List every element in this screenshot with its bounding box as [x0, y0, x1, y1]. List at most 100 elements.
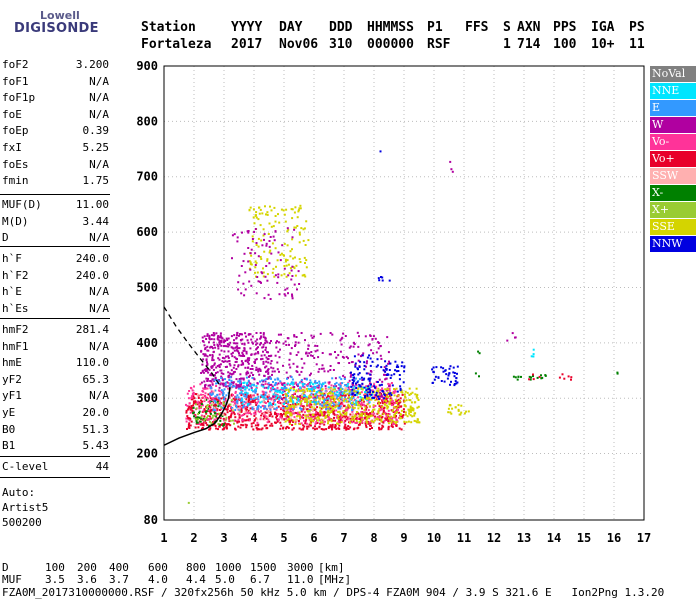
echo-point [324, 411, 327, 414]
echo-point [263, 374, 266, 377]
echo-point [303, 389, 306, 392]
echo-point [231, 355, 234, 358]
echo-point [355, 417, 358, 420]
echo-point [241, 342, 244, 345]
echo-point [373, 408, 376, 411]
echo-point [197, 418, 200, 421]
param-row: foEs N/A [2, 158, 109, 173]
echo-point [291, 208, 294, 211]
echo-point [315, 401, 318, 403]
echo-point [294, 411, 297, 414]
echo-point [347, 425, 350, 428]
echo-point [363, 411, 366, 414]
echo-point [401, 393, 404, 396]
echo-point [353, 355, 356, 358]
echo-point [291, 217, 294, 220]
echo-point [244, 366, 247, 369]
echo-point [356, 391, 359, 394]
echo-point [259, 208, 262, 211]
echo-point [283, 396, 285, 399]
echo-point [263, 238, 265, 241]
echo-point [409, 406, 412, 409]
echo-point [309, 424, 312, 427]
echo-point [365, 372, 368, 375]
echo-point [367, 416, 370, 418]
echo-point [265, 213, 267, 216]
echo-point [279, 396, 282, 399]
echo-point [370, 349, 373, 352]
param-key: hmF1 [2, 339, 29, 353]
echo-point [305, 220, 308, 223]
echo-point [236, 240, 239, 243]
echo-point [402, 408, 405, 411]
echo-point [237, 405, 240, 408]
echo-point [269, 424, 272, 427]
echo-point [306, 410, 309, 412]
echo-point [355, 384, 358, 387]
echo-point [254, 266, 257, 269]
echo-point [538, 375, 541, 378]
header-value: 10+ [591, 37, 615, 52]
echo-point [211, 357, 214, 359]
echo-point [341, 406, 344, 409]
echo-point [340, 337, 343, 340]
echo-point [250, 254, 253, 257]
echo-point [363, 409, 366, 411]
echo-point [254, 340, 257, 343]
echo-point [380, 357, 383, 360]
echo-point [218, 380, 221, 383]
auto-code: 500200 [2, 516, 42, 529]
echo-point [452, 366, 455, 369]
echo-point [351, 388, 354, 391]
echo-point [382, 421, 385, 424]
echo-point [357, 412, 360, 415]
echo-point [239, 389, 242, 391]
echo-point [247, 379, 250, 382]
echo-point [239, 426, 242, 429]
echo-point [204, 348, 207, 351]
echo-point [316, 422, 319, 424]
echo-point [228, 396, 231, 399]
echo-point [248, 260, 251, 263]
echo-point [294, 256, 296, 259]
echo-point [310, 381, 313, 384]
echo-point [290, 269, 293, 272]
echo-point [291, 265, 294, 268]
echo-point [457, 408, 460, 411]
echo-point [377, 387, 380, 390]
echo-point [294, 206, 297, 209]
echo-point [346, 400, 349, 403]
echo-point [251, 383, 254, 386]
echo-point [223, 427, 225, 430]
echo-point [287, 228, 290, 231]
echo-point [341, 355, 344, 358]
echo-point [243, 403, 246, 406]
echo-point [330, 418, 333, 421]
echo-point [300, 410, 303, 413]
echo-point [308, 396, 311, 399]
echo-point [316, 382, 319, 384]
echo-point [196, 418, 199, 421]
echo-point [282, 401, 285, 404]
echo-point [248, 399, 251, 402]
echo-point [270, 354, 273, 357]
echo-point [319, 410, 322, 413]
echo-point [354, 414, 357, 417]
echo-point [188, 390, 191, 392]
echo-point [570, 376, 573, 379]
echo-point [393, 405, 396, 408]
echo-point [289, 375, 292, 378]
x-tick-label: 2 [190, 531, 197, 545]
header-value: 000000 [367, 37, 414, 52]
echo-point [211, 409, 214, 412]
echo-point [290, 376, 293, 379]
param-key: yF2 [2, 372, 22, 386]
echo-point [348, 390, 351, 393]
echo-point [279, 348, 281, 351]
echo-point [358, 384, 361, 387]
echo-point [238, 347, 241, 350]
echo-point [305, 417, 308, 420]
echo-point [276, 259, 279, 262]
echo-point [320, 418, 323, 421]
echo-point [255, 332, 258, 334]
